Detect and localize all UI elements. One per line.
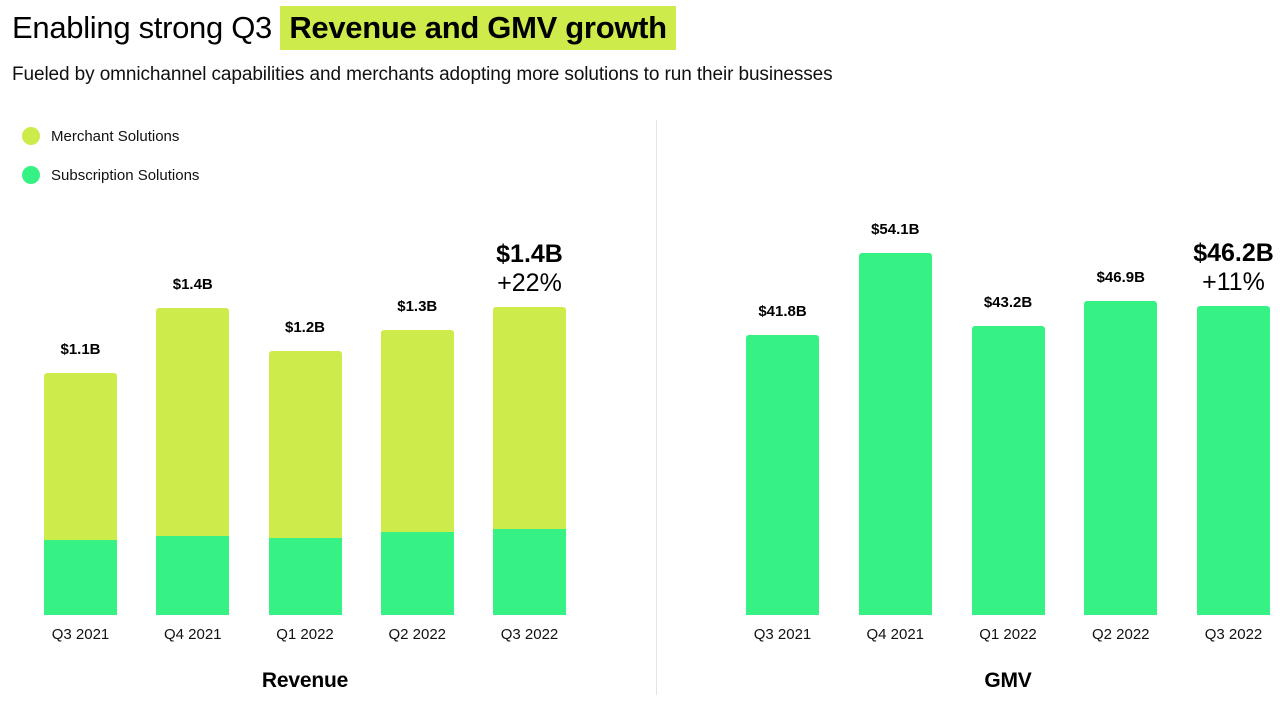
bar-segment-gmv (1197, 306, 1270, 615)
gmv-x-axis: Q3 2021 Q4 2021 Q1 2022 Q2 2022 Q3 2022 (746, 626, 1270, 643)
value-label: $46.9B (1096, 269, 1145, 286)
bar-segment-gmv (1084, 301, 1158, 615)
x-axis-label: Q3 2021 (51, 626, 110, 643)
header: Enabling strong Q3 Revenue and GMV growt… (12, 6, 833, 86)
bar-segment-subscription-solutions (493, 529, 566, 615)
bar-group-q3-2022: $46.2B +11% (1193, 239, 1274, 615)
value-label: $54.1B (871, 221, 920, 238)
highlight-delta: +11% (1202, 268, 1265, 296)
x-axis-label: Q1 2022 (276, 626, 334, 643)
bar (746, 335, 819, 615)
bar (1197, 306, 1270, 615)
value-label: $1.2B (284, 319, 326, 336)
x-axis-label: Q2 2022 (388, 626, 447, 643)
value-label: $41.8B (758, 303, 807, 320)
value-label: $1.4B (172, 276, 213, 293)
x-axis-label: Q3 2022 (1204, 626, 1263, 643)
legend-label: Subscription Solutions (51, 166, 200, 184)
subscription-solutions-dot-icon (22, 166, 40, 184)
bar (380, 330, 454, 615)
bar-segment-merchant-solutions (380, 330, 454, 532)
legend-item-subscription-solutions: Subscription Solutions (22, 166, 199, 184)
bar-group-q4-2021: $1.4B (156, 276, 230, 615)
bar-group-q3-2021: $41.8B (746, 303, 819, 615)
bar-group-q1-2022: $43.2B (971, 294, 1045, 615)
bar (971, 326, 1045, 615)
gmv-chart: $41.8B $54.1B $43.2B $46.9B $46.2B +11% Q3 20… (746, 220, 1274, 693)
bar-segment-merchant-solutions (44, 373, 117, 540)
bar (1084, 301, 1158, 615)
bar-group-q4-2021: $54.1B (858, 221, 932, 615)
revenue-plot-area: $1.1B $1.4B $1.2B $1.3B $1.4B +22% (44, 220, 566, 615)
x-axis-label: Q4 2021 (163, 626, 222, 643)
bar-segment-gmv (746, 335, 819, 615)
value-label: $1.1B (60, 341, 101, 358)
bar-group-q3-2022: $1.4B +22% (493, 240, 566, 615)
bar (44, 373, 117, 615)
bar (858, 253, 932, 615)
bar (268, 351, 342, 615)
bar-segment-merchant-solutions (268, 351, 342, 538)
x-axis-label: Q3 2021 (753, 626, 812, 643)
vertical-divider (656, 120, 657, 695)
merchant-solutions-dot-icon (22, 127, 40, 145)
bar (493, 307, 566, 615)
x-axis-label: Q3 2022 (500, 626, 559, 643)
page-title: Enabling strong Q3 Revenue and GMV growt… (12, 6, 833, 50)
x-axis-label: Q4 2021 (866, 626, 925, 643)
gmv-plot-area: $41.8B $54.1B $43.2B $46.9B $46.2B +11% (746, 220, 1274, 615)
x-axis-label: Q1 2022 (979, 626, 1037, 643)
bar-segment-merchant-solutions (156, 308, 230, 536)
page-title-prefix: Enabling strong Q3 (12, 10, 281, 45)
revenue-chart: $1.1B $1.4B $1.2B $1.3B $1.4B +22% Q3 2021 Q4 … (44, 220, 566, 693)
bar-segment-gmv (971, 326, 1045, 615)
highlight-value: $1.4B (496, 240, 563, 268)
value-label: $43.2B (983, 294, 1033, 311)
bar-group-q1-2022: $1.2B (268, 319, 342, 615)
highlight-value-label: $46.2B +11% (1193, 239, 1274, 297)
highlight-delta: +22% (497, 269, 562, 297)
highlight-value-label: $1.4B +22% (496, 240, 563, 298)
highlight-value: $46.2B (1193, 239, 1274, 267)
bar (156, 308, 230, 615)
bar-group-q2-2022: $1.3B (380, 298, 454, 615)
bar-segment-subscription-solutions (268, 538, 342, 615)
revenue-chart-title: Revenue (261, 669, 349, 692)
page-subtitle: Fueled by omnichannel capabilities and m… (12, 64, 833, 85)
bar-group-q3-2021: $1.1B (44, 341, 117, 615)
gmv-chart-title: GMV (984, 669, 1032, 692)
value-label: $1.3B (397, 298, 438, 315)
bar-segment-subscription-solutions (380, 532, 454, 615)
bar-segment-subscription-solutions (44, 540, 117, 615)
legend: Merchant Solutions Subscription Solution… (22, 127, 199, 205)
bar-segment-merchant-solutions (493, 307, 566, 529)
bar-segment-gmv (858, 253, 932, 615)
revenue-x-axis: Q3 2021 Q4 2021 Q1 2022 Q2 2022 Q3 2022 (44, 626, 566, 643)
x-axis-label: Q2 2022 (1091, 626, 1150, 643)
bar-group-q2-2022: $46.9B (1084, 269, 1158, 615)
page-title-highlight: Revenue and GMV growth (280, 6, 676, 50)
legend-label: Merchant Solutions (51, 127, 180, 145)
bar-segment-subscription-solutions (156, 536, 230, 615)
legend-item-merchant-solutions: Merchant Solutions (22, 127, 199, 145)
